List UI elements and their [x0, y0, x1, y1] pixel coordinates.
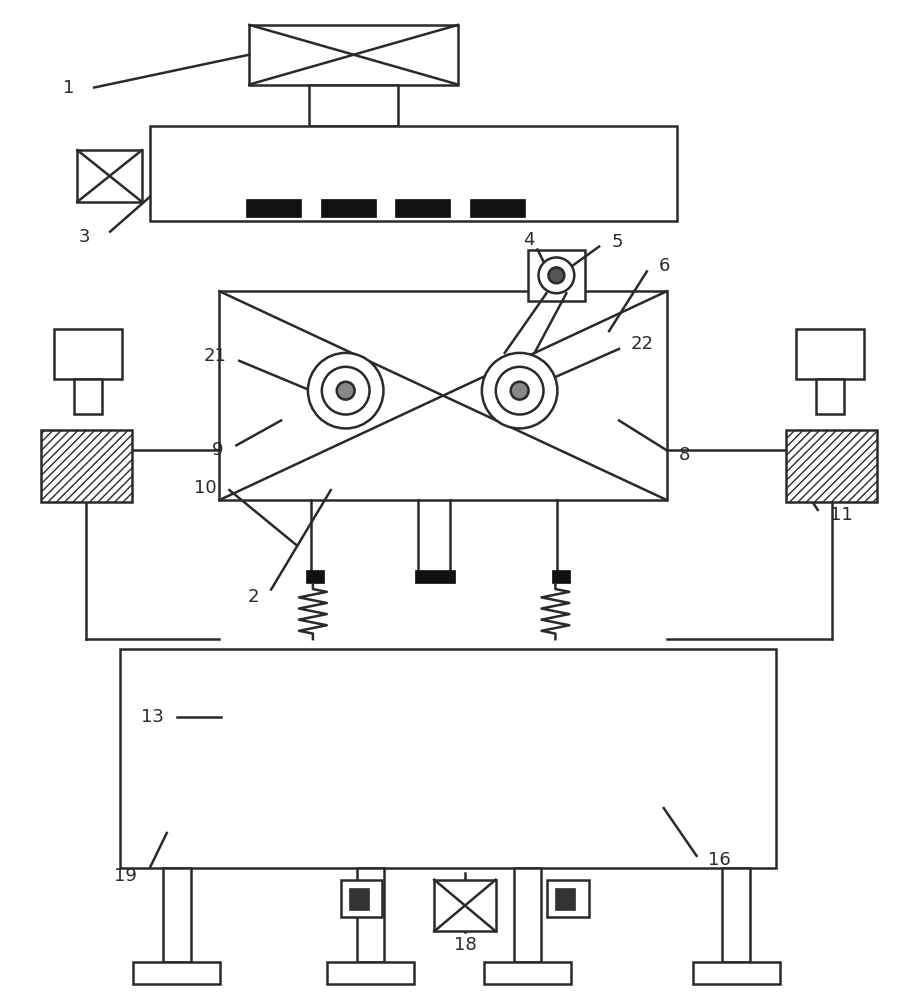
Bar: [553, 570, 570, 583]
Bar: [120, 649, 776, 868]
Circle shape: [337, 382, 354, 400]
Text: 22: 22: [631, 335, 654, 353]
Text: 18: 18: [453, 936, 476, 954]
Bar: [434, 880, 496, 931]
Bar: [40, 430, 132, 502]
Bar: [484, 962, 571, 984]
Text: 6: 6: [659, 257, 670, 275]
Circle shape: [548, 267, 565, 283]
Bar: [133, 962, 220, 984]
Circle shape: [539, 257, 575, 293]
Bar: [321, 199, 375, 217]
Circle shape: [482, 353, 557, 428]
Bar: [356, 868, 385, 962]
Bar: [306, 570, 324, 583]
Text: 3: 3: [79, 228, 90, 246]
Bar: [327, 962, 414, 984]
Bar: [555, 888, 576, 910]
Bar: [162, 868, 191, 962]
Circle shape: [510, 382, 529, 400]
Text: 13: 13: [141, 708, 163, 726]
Bar: [349, 888, 368, 910]
Text: 19: 19: [114, 867, 137, 885]
Bar: [74, 379, 102, 414]
Bar: [796, 329, 864, 379]
Bar: [246, 199, 301, 217]
Circle shape: [496, 367, 543, 415]
Text: 21: 21: [204, 347, 227, 365]
Bar: [309, 85, 398, 126]
Circle shape: [322, 367, 370, 415]
Text: 11: 11: [830, 506, 853, 524]
Bar: [547, 880, 589, 917]
Text: 1: 1: [63, 79, 74, 97]
Bar: [722, 868, 750, 962]
Bar: [528, 250, 586, 301]
Bar: [219, 291, 666, 500]
Circle shape: [308, 353, 384, 428]
Bar: [341, 880, 383, 917]
Text: 2: 2: [248, 588, 259, 606]
Bar: [54, 329, 122, 379]
Bar: [415, 570, 455, 583]
Text: 16: 16: [709, 851, 732, 869]
Text: 9: 9: [212, 441, 223, 459]
Bar: [514, 868, 542, 962]
Bar: [150, 126, 677, 221]
Text: 10: 10: [194, 479, 217, 497]
Text: 4: 4: [523, 231, 534, 249]
Text: 8: 8: [678, 446, 690, 464]
Bar: [396, 199, 450, 217]
Text: 5: 5: [611, 233, 622, 251]
Bar: [77, 150, 142, 202]
Bar: [816, 379, 844, 414]
Bar: [786, 430, 878, 502]
Bar: [692, 962, 780, 984]
Bar: [470, 199, 524, 217]
Bar: [250, 25, 458, 85]
